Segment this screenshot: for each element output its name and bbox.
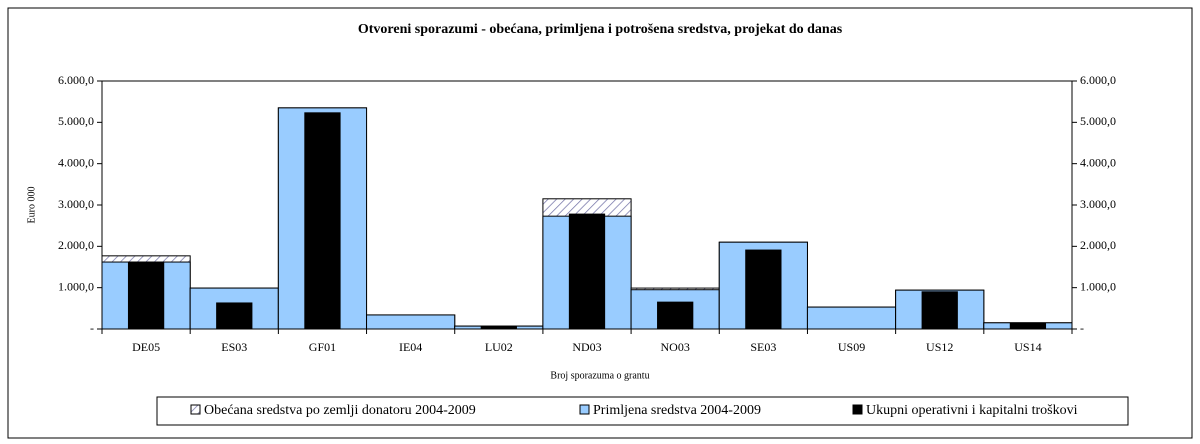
bar xyxy=(480,326,517,330)
chart-title: Otvoreni sporazumi - obećana, primljena … xyxy=(358,22,843,37)
legend-swatch xyxy=(190,404,201,415)
x-tick-label: LU02 xyxy=(485,340,513,354)
bar xyxy=(366,314,456,330)
y2-tick-label: 6.000,0 xyxy=(1080,73,1116,87)
y2-tick-label: 2.000,0 xyxy=(1080,238,1116,252)
legend-label: Obećana sredstva po zemlji donatoru 2004… xyxy=(204,403,476,418)
y2-tick-label: 3.000,0 xyxy=(1080,197,1116,211)
y2-tick-label: - xyxy=(1080,321,1084,335)
bar xyxy=(127,261,165,330)
legend-box xyxy=(156,396,1129,426)
bar xyxy=(657,301,694,330)
x-tick-label: IE04 xyxy=(399,340,422,354)
x-tick-label: US12 xyxy=(926,340,953,354)
x-tick-label: ES03 xyxy=(221,340,247,354)
y2-tick-label: 5.000,0 xyxy=(1080,114,1116,128)
y-tick-label: 2.000,0 xyxy=(58,238,94,252)
bar xyxy=(921,291,958,330)
legend-swatch xyxy=(852,404,863,415)
x-tick-label: US09 xyxy=(838,340,865,354)
legend-label: Primljena sredstva 2004-2009 xyxy=(593,403,761,418)
bar xyxy=(304,112,341,330)
legend-label: Ukupni operativni i kapitalni troškovi xyxy=(866,403,1078,418)
x-tick-label: ND03 xyxy=(572,340,601,354)
x-axis-label: Broj sporazuma o grantu xyxy=(550,370,649,381)
x-tick-label: DE05 xyxy=(132,340,160,354)
bar xyxy=(568,213,606,330)
y-axis-label: Euro 000 xyxy=(26,187,37,224)
y2-tick-label: 1.000,0 xyxy=(1080,279,1116,293)
bar xyxy=(745,249,782,330)
y2-tick-label: 4.000,0 xyxy=(1080,155,1116,169)
legend-swatch xyxy=(579,404,590,415)
x-tick-label: US14 xyxy=(1014,340,1041,354)
bar xyxy=(1009,322,1047,330)
y-tick-label: 1.000,0 xyxy=(58,279,94,293)
bar xyxy=(216,302,253,330)
x-tick-label: GF01 xyxy=(309,340,336,354)
x-tick-label: SE03 xyxy=(750,340,776,354)
y-tick-label: 3.000,0 xyxy=(58,197,94,211)
y-tick-label: 4.000,0 xyxy=(58,155,94,169)
y-tick-label: - xyxy=(90,321,94,335)
y-tick-label: 6.000,0 xyxy=(58,73,94,87)
x-tick-label: NO03 xyxy=(661,340,690,354)
y-tick-label: 5.000,0 xyxy=(58,114,94,128)
bar xyxy=(806,306,897,330)
